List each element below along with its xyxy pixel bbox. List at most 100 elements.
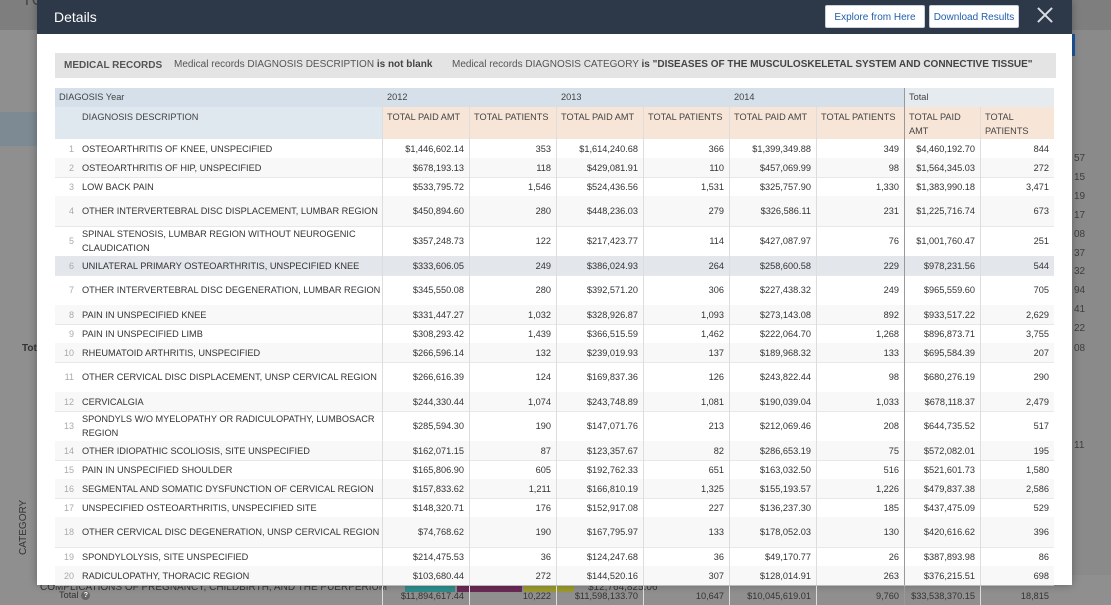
total-paid-amt-cell: $420,616.62	[904, 517, 980, 547]
total-patients-cell: 272	[469, 566, 556, 585]
column-header-diagnosis-description[interactable]: DIAGNOSIS DESCRIPTION	[78, 107, 382, 139]
table-row[interactable]: 16 SEGMENTAL AND SOMATIC DYSFUNCTION OF C…	[55, 479, 1054, 499]
total-patients-cell: 2,629	[980, 305, 1054, 324]
total-paid-amt-cell: $376,215.51	[904, 566, 980, 585]
total-paid-amt-total: $33,538,370.15	[904, 586, 980, 605]
total-paid-amt-cell: $965,559.60	[904, 275, 980, 305]
total-patients-cell: 122	[469, 226, 556, 256]
help-icon[interactable]: ?	[81, 591, 91, 601]
column-header-total-patients[interactable]: TOTAL PATIENTS	[816, 107, 904, 139]
filter-operator: is	[641, 59, 650, 70]
total-patients-cell: 892	[816, 305, 904, 324]
year-header-total[interactable]: Total	[904, 88, 1054, 107]
table-row[interactable]: 6 UNILATERAL PRIMARY OSTEOARTHRITIS, UNSP…	[55, 256, 1054, 276]
table-row[interactable]: 5 SPINAL STENOSIS, LUMBAR REGION WITHOUT …	[55, 226, 1054, 257]
total-paid-amt-cell: $427,087.97	[729, 226, 816, 256]
diagnosis-description-cell: SPINAL STENOSIS, LUMBAR REGION WITHOUT N…	[82, 229, 356, 253]
diagnosis-description-cell: SPONDYLOLYSIS, SITE UNSPECIFIED	[82, 551, 249, 562]
total-patients-cell: 227	[643, 498, 729, 517]
total-patients-cell: 1,462	[643, 324, 729, 343]
column-header-total-paid-amt[interactable]: TOTAL PAID AMT	[729, 107, 816, 139]
total-paid-amt-cell: $217,423.77	[556, 226, 643, 256]
row-number: 18	[63, 527, 74, 537]
table-row[interactable]: 12 CERVICALGIA $244,330.44 1,074 $243,748.89…	[55, 392, 1054, 412]
total-patients-cell: 651	[643, 460, 729, 479]
explore-from-here-button[interactable]: Explore from Here	[825, 5, 925, 28]
year-header-2013[interactable]: 2013	[556, 88, 729, 107]
row-number: 1	[68, 143, 74, 154]
column-header-total-patients[interactable]: TOTAL PATIENTS	[980, 107, 1054, 139]
total-paid-amt-cell: $222,064.70	[729, 324, 816, 343]
total-patients-cell: 231	[816, 196, 904, 226]
total-paid-amt-cell: $429,081.91	[556, 158, 643, 177]
table-row[interactable]: 18 OTHER CERVICAL DISC DEGENERATION, UNSP…	[55, 517, 1054, 548]
row-number: 19	[63, 551, 74, 562]
measure-header-row: DIAGNOSIS DESCRIPTION TOTAL PAID AMT TOTAL…	[55, 107, 1054, 139]
table-row[interactable]: 19 SPONDYLOLYSIS, SITE UNSPECIFIED $214,47…	[55, 547, 1054, 567]
table-row[interactable]: 4 OTHER INTERVERTEBRAL DISC DISPLACEMENT,…	[55, 196, 1054, 227]
year-header-2014[interactable]: 2014	[729, 88, 904, 107]
total-paid-amt-cell: $448,236.03	[556, 196, 643, 226]
totals-row: Total? $11,894,617.44 10,222 $11,598,133.70…	[55, 585, 1054, 605]
total-paid-amt-cell: $266,616.39	[382, 362, 469, 392]
row-number: 8	[68, 309, 74, 320]
total-patients-cell: 207	[980, 343, 1054, 362]
table-row[interactable]: 17 UNSPECIFIED OSTEOARTHRITIS, UNSPECIFIE…	[55, 498, 1054, 518]
table-row[interactable]: 14 OTHER IDIOPATHIC SCOLIOSIS, SITE UNSPE…	[55, 441, 1054, 461]
table-row[interactable]: 7 OTHER INTERVERTEBRAL DISC DEGENERATION,…	[55, 275, 1054, 306]
background-side-number: 19	[1074, 191, 1086, 202]
diagnosis-description-cell: SPONDYLS W/O MYELOPATHY OR RADICULOPATHY…	[82, 414, 375, 438]
column-header-total-patients[interactable]: TOTAL PATIENTS	[643, 107, 729, 139]
table-row[interactable]: 1 OSTEOARTHRITIS OF KNEE, UNSPECIFIED $1,4…	[55, 139, 1054, 159]
table-row[interactable]: 11 OTHER CERVICAL DISC DISPLACEMENT, UNSP…	[55, 362, 1054, 393]
column-header-total-paid-amt[interactable]: TOTAL PAID AMT	[556, 107, 643, 139]
background-bar	[524, 584, 574, 592]
background-side-number: 22	[1074, 323, 1086, 334]
column-header-total-paid-amt[interactable]: TOTAL PAID AMT	[382, 107, 469, 139]
table-row[interactable]: 15 PAIN IN UNSPECIFIED SHOULDER $165,806.9…	[55, 460, 1054, 480]
year-header-2012[interactable]: 2012	[382, 88, 556, 107]
column-header-total-paid-amt[interactable]: TOTAL PAID AMT	[904, 107, 980, 139]
download-results-button[interactable]: Download Results	[929, 5, 1019, 28]
filter-field: Medical records DIAGNOSIS DESCRIPTION	[174, 59, 375, 70]
close-icon[interactable]	[1037, 7, 1053, 23]
table-row[interactable]: 20 RADICULOPATHY, THORACIC REGION $103,680…	[55, 566, 1054, 586]
background-side-number: 15	[1074, 172, 1086, 183]
total-patients-cell: 306	[643, 275, 729, 305]
diagnosis-description-cell: PAIN IN UNSPECIFIED SHOULDER	[82, 464, 233, 475]
table-row[interactable]: 9 PAIN IN UNSPECIFIED LIMB $308,293.42 1,43…	[55, 324, 1054, 344]
total-patients-cell: 195	[980, 441, 1054, 460]
total-paid-amt-cell: $266,596.14	[382, 343, 469, 362]
total-patients-cell: 249	[816, 275, 904, 305]
total-patients-cell: 1,211	[469, 479, 556, 498]
table-row[interactable]: 8 PAIN IN UNSPECIFIED KNEE $331,447.27 1,03…	[55, 305, 1054, 325]
row-number: 4	[68, 206, 74, 216]
total-paid-amt-cell: $521,601.73	[904, 460, 980, 479]
index-header	[55, 107, 78, 139]
total-paid-amt-cell: $244,330.44	[382, 392, 469, 411]
total-patients-cell: 3,471	[980, 177, 1054, 196]
diagnosis-description-cell: OSTEOARTHRITIS OF KNEE, UNSPECIFIED	[82, 143, 273, 154]
total-patients-cell: 516	[816, 460, 904, 479]
column-header-total-patients[interactable]: TOTAL PATIENTS	[469, 107, 556, 139]
background-bar	[405, 584, 455, 592]
filter-field: Medical records DIAGNOSIS CATEGORY	[452, 59, 639, 70]
total-paid-amt-cell: $189,968.32	[729, 343, 816, 362]
total-paid-amt-cell: $136,237.30	[729, 498, 816, 517]
total-paid-amt-cell: $4,460,192.70	[904, 139, 980, 158]
table-row[interactable]: 10 RHEUMATOID ARTHRITIS, UNSPECIFIED $266,…	[55, 343, 1054, 363]
total-patients-cell: 263	[816, 566, 904, 585]
total-paid-amt-total: $11,894,617.44	[382, 586, 469, 605]
table-row[interactable]: 2 OSTEOARTHRITIS OF HIP, UNSPECIFIED $678,…	[55, 158, 1054, 178]
total-paid-amt-cell: $258,600.58	[729, 256, 816, 275]
total-paid-amt-cell: $178,052.03	[729, 517, 816, 547]
table-row[interactable]: 13 SPONDYLS W/O MYELOPATHY OR RADICULOPAT…	[55, 411, 1054, 442]
row-number: 9	[68, 328, 74, 339]
total-patients-cell: 124	[469, 362, 556, 392]
total-paid-amt-cell: $695,584.39	[904, 343, 980, 362]
row-number: 6	[68, 260, 74, 271]
table-row[interactable]: 3 LOW BACK PAIN $533,795.72 1,546 $524,436.5…	[55, 177, 1054, 197]
diagnosis-description-cell: OTHER CERVICAL DISC DEGENERATION, UNSP C…	[82, 527, 380, 537]
total-paid-amt-cell: $331,447.27	[382, 305, 469, 324]
total-paid-amt-cell: $345,550.08	[382, 275, 469, 305]
